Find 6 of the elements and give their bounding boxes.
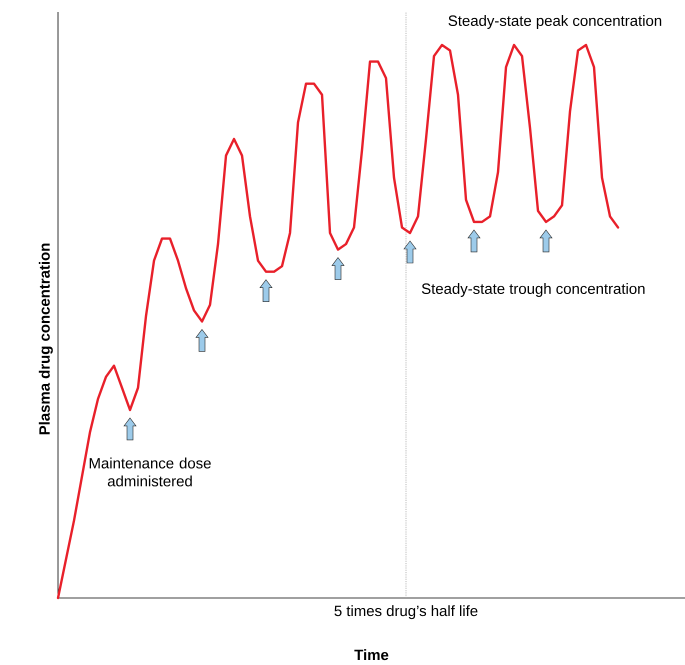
- text: 5 times drug’s half life: [334, 605, 478, 620]
- annotation: Maintenance dose administered: [90, 458, 211, 486]
- y-axis-title: Plasma drug concentration: [38, 244, 53, 434]
- annotation: Steady-state trough concentration: [422, 283, 645, 297]
- x-axis-title: Time: [354, 649, 388, 660]
- text: Steady-state peak concentration: [448, 15, 662, 29]
